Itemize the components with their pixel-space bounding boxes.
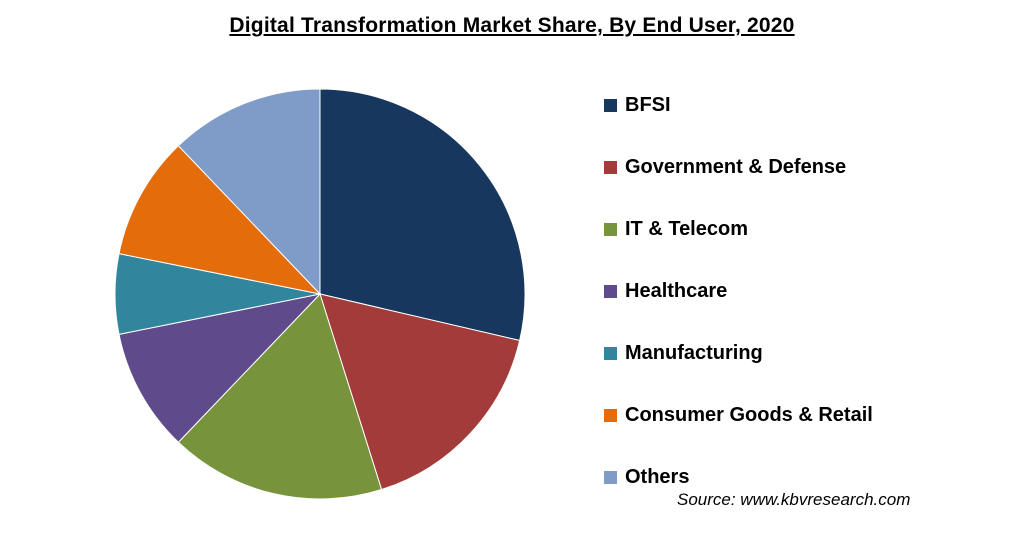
pie-slice-it-telecom — [177, 293, 383, 500]
legend-swatch — [604, 408, 617, 422]
source-note: Source: www.kbvresearch.com — [677, 490, 911, 509]
pie-slice-others — [177, 88, 321, 296]
legend-label: Others — [625, 465, 690, 488]
legend-item: Manufacturing — [604, 322, 873, 384]
pie-slice-consumer-goods-retail — [118, 145, 322, 295]
legend-swatch — [604, 222, 617, 236]
legend-label: Consumer Goods & Retail — [625, 403, 873, 426]
legend-label: Government & Defense — [625, 155, 847, 178]
legend-item: Consumer Goods & Retail — [604, 384, 873, 446]
chart-title: Digital Transformation Market Share, By … — [229, 14, 795, 37]
legend-swatch — [604, 346, 617, 360]
legend-item: Healthcare — [604, 260, 873, 322]
pie-chart — [114, 88, 526, 500]
legend-label: IT & Telecom — [625, 217, 748, 240]
pie-slice-healthcare — [118, 293, 322, 443]
legend-label: Manufacturing — [625, 341, 763, 364]
legend-item: BFSI — [604, 74, 873, 136]
legend-item: IT & Telecom — [604, 198, 873, 260]
legend-label: Healthcare — [625, 279, 728, 302]
legend-swatch — [604, 284, 617, 298]
legend-swatch — [604, 98, 617, 112]
legend-swatch — [604, 160, 617, 174]
legend-item: Government & Defense — [604, 136, 873, 198]
chart-legend: BFSI Government & Defense IT & Telecom Heal… — [604, 74, 873, 508]
legend-swatch — [604, 470, 617, 484]
pie-slice-government-defense — [319, 293, 521, 491]
pie-slice-bfsi — [319, 88, 526, 342]
legend-label: BFSI — [625, 93, 671, 116]
legend-item: Others — [604, 446, 873, 508]
